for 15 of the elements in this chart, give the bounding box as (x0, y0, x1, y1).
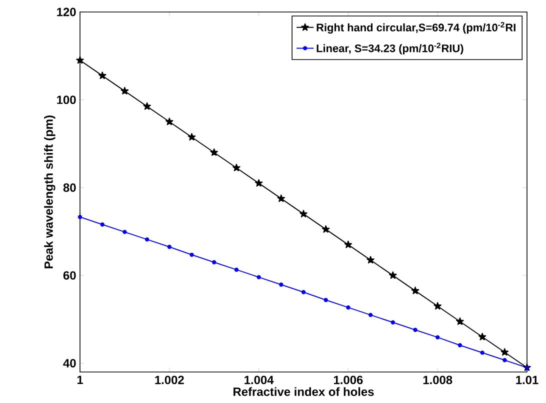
y-tick-label: 120 (57, 8, 76, 16)
x-tick-label: 1.002 (155, 376, 184, 384)
x-tick-label: 1.01 (516, 376, 538, 384)
y-tick-label: 60 (63, 271, 76, 280)
y-tick-label: 80 (63, 183, 76, 192)
x-tick-label: 1 (77, 376, 83, 384)
y-axis-title: Peak wavelength shift (pm) (44, 116, 56, 268)
legend-label: Right hand circular,S=69.74 (pm/10$^{-2}$RI (316, 22, 516, 34)
y-tick-label: 40 (63, 358, 76, 368)
legend-label: Linear, S=34.23 (pm/10$^{-2}$RIU) (316, 42, 464, 54)
x-tick-label: 1.008 (423, 376, 452, 384)
x-axis-title: Refractive index of holes (234, 387, 374, 396)
x-tick-label: 1.004 (244, 376, 274, 384)
y-tick-label: 100 (57, 96, 76, 104)
x-tick-label: 1.006 (334, 376, 363, 384)
